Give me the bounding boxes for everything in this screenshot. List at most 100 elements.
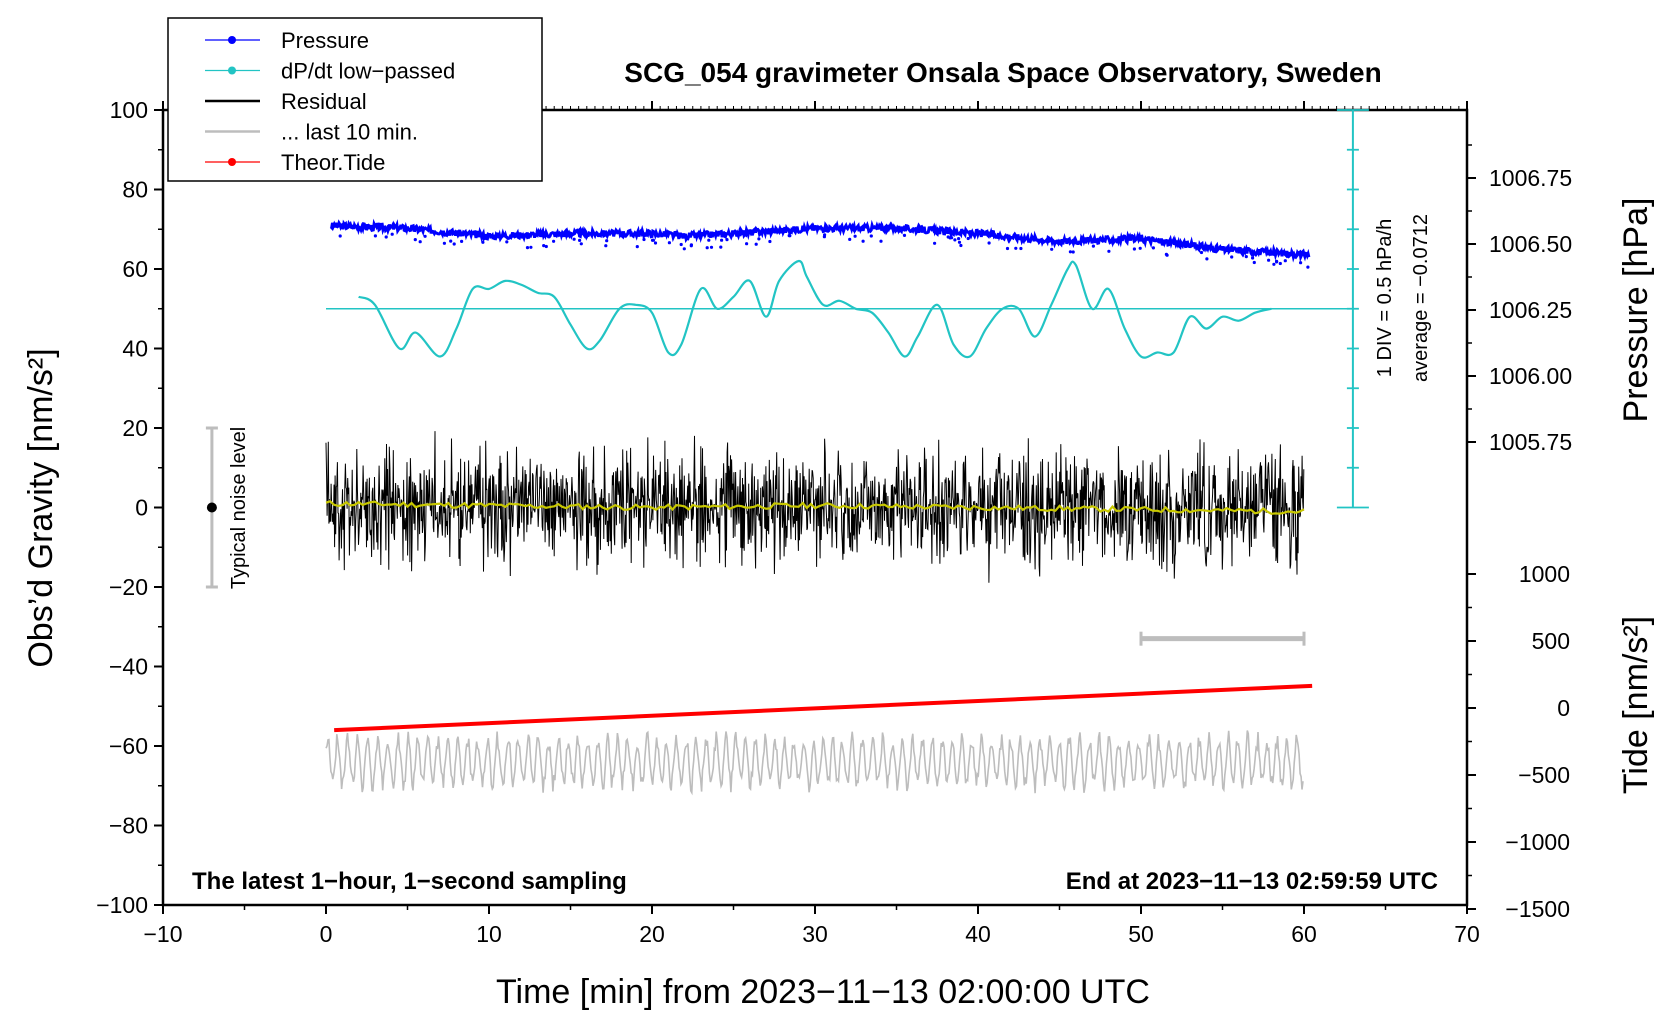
- x-tick-label: 10: [476, 921, 502, 947]
- tide-axis: 1000 500 0 −500 −1000 −1500: [1467, 561, 1570, 922]
- pressure-point: [902, 233, 907, 237]
- pressure-point: [768, 239, 772, 244]
- pressure-scale-bar: [1336, 109, 1369, 509]
- pressure-point: [1138, 246, 1142, 250]
- pressure-point: [542, 244, 546, 248]
- pressure-point: [1283, 259, 1287, 263]
- pressure-point: [966, 236, 970, 241]
- pressure-point: [754, 242, 758, 246]
- pressure-point: [1306, 265, 1310, 269]
- note-sampling: The latest 1−hour, 1−second sampling: [192, 868, 627, 895]
- pressure-point: [946, 235, 950, 239]
- x-tick-label: −10: [143, 921, 182, 947]
- legend-entry-label: Pressure: [281, 28, 369, 53]
- pressure-point: [950, 236, 954, 240]
- x-tick-label: 20: [639, 921, 665, 947]
- pressure-point: [1107, 249, 1111, 253]
- pressure-point: [373, 234, 377, 238]
- pressure-point: [460, 239, 464, 243]
- pressure-point: [879, 239, 883, 243]
- pressure-point: [423, 234, 427, 238]
- pressure-point: [1252, 260, 1256, 265]
- y-tick-label: −80: [109, 813, 148, 839]
- pressure-point: [1091, 244, 1095, 248]
- pressure-point: [1267, 258, 1271, 262]
- series-gray-trace: [325, 730, 1304, 796]
- pressure-point: [682, 247, 686, 251]
- pressure-point: [1205, 257, 1209, 261]
- tide-tick-label: −1500: [1505, 896, 1570, 922]
- pressure-point: [529, 245, 533, 249]
- pressure-point: [579, 242, 583, 246]
- pressure-point: [449, 239, 453, 243]
- pressure-tick-label: 1006.50: [1489, 231, 1572, 257]
- pressure-point: [861, 239, 865, 243]
- pressure-point: [642, 237, 646, 242]
- pressure-point: [413, 238, 417, 242]
- legend-swatch-dot: [228, 36, 236, 44]
- pressure-point: [1272, 262, 1276, 266]
- pressure-point: [418, 240, 422, 244]
- pressure-point: [1199, 250, 1204, 255]
- x-tick-label: 40: [965, 921, 991, 947]
- pressure-point: [689, 243, 694, 247]
- pressure-point: [338, 234, 342, 238]
- pressure-point: [605, 239, 609, 243]
- pressure-point: [933, 241, 937, 245]
- pressure-point: [959, 243, 963, 248]
- pressure-point: [1299, 261, 1303, 265]
- pressure-point: [725, 238, 729, 242]
- pressure-point: [525, 246, 530, 250]
- y-tick-label: −60: [109, 733, 148, 759]
- tide-tick-label: 1000: [1519, 561, 1570, 587]
- pressure-point: [544, 244, 548, 249]
- pressure-point: [635, 245, 639, 249]
- pressure-point: [822, 235, 827, 239]
- pressure-tick-label: 1006.00: [1489, 363, 1572, 389]
- noise-level-label: Typical noise level: [228, 427, 250, 589]
- x-axis-title: Time [min] from 2023−11−13 02:00:00 UTC: [496, 973, 1150, 1011]
- pressure-point: [1132, 247, 1136, 251]
- chart-title: SCG_054 gravimeter Onsala Space Observat…: [624, 57, 1381, 88]
- pressure-point: [953, 238, 957, 242]
- pressure-point: [853, 234, 857, 238]
- series-theor-tide: [334, 683, 1313, 733]
- pressure-point: [1071, 250, 1075, 254]
- legend: Pressure dP/dt low−passed Residual ... last…: [167, 17, 543, 182]
- pressure-scale-div-label: 1 DIV = 0.5 hPa/h: [1374, 219, 1396, 377]
- pressure-point: [745, 242, 749, 246]
- tide-axis-title: Tide [nm/s²]: [1617, 616, 1655, 794]
- pressure-point: [1275, 259, 1279, 263]
- x-tick-label: 30: [802, 921, 828, 947]
- tide-tick-label: −1000: [1505, 829, 1570, 855]
- pressure-point: [987, 241, 991, 245]
- series-residual-lowpass: [325, 500, 1305, 515]
- pressure-point: [481, 240, 485, 244]
- y-axis-left: 100 80 60 40 20 0 −20 −40 −60 −80 −100: [96, 97, 163, 918]
- series-layer: [325, 218, 1353, 796]
- pressure-point: [1050, 247, 1054, 251]
- x-tick-label: 0: [320, 921, 333, 947]
- pressure-point: [390, 232, 394, 236]
- pressure-point: [452, 242, 456, 246]
- pressure-scale-average-label: average = −0.0712: [1410, 214, 1432, 382]
- pressure-point: [1244, 255, 1248, 259]
- pressure-point: [869, 234, 873, 238]
- pressure-point: [384, 235, 388, 239]
- pressure-point: [1230, 255, 1234, 259]
- pressure-point: [679, 242, 683, 247]
- pressure-point: [788, 234, 792, 238]
- pressure-point: [705, 246, 709, 250]
- y-tick-label: 40: [122, 336, 148, 362]
- pressure-point: [709, 245, 714, 249]
- pressure-point: [552, 239, 556, 243]
- pressure-point: [1165, 253, 1169, 257]
- series-pressure: [329, 218, 1311, 269]
- series-dpdt-lowpassed: [358, 259, 1272, 359]
- pressure-point: [1019, 246, 1023, 251]
- legend-entry-label: ... last 10 min.: [281, 120, 418, 145]
- y-tick-label: −40: [109, 654, 148, 680]
- legend-swatch-dot: [228, 158, 236, 166]
- legend-entry-label: Residual: [281, 89, 367, 114]
